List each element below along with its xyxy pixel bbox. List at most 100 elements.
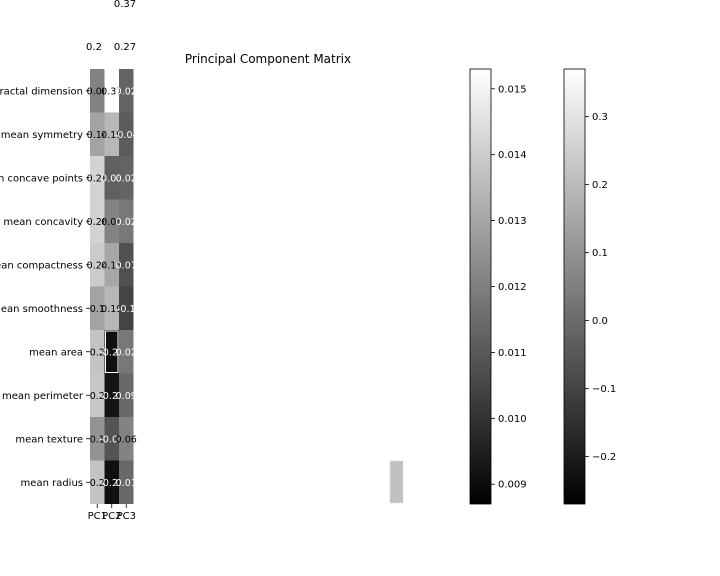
cell-value-label: 0.1 [90, 434, 105, 445]
colorbar-tick-label: 0.014 [498, 150, 527, 161]
heatmap-cell [119, 156, 134, 200]
row-label: mean concavity [3, 217, 83, 228]
chart-title: Principal Component Matrix [185, 52, 351, 66]
row-label: mean perimeter [2, 391, 84, 402]
heatmap-cell [119, 330, 134, 374]
row-label: n concave points [0, 173, 83, 184]
heatmap-cell [90, 286, 105, 330]
cell-value-label: 0.14 [87, 130, 108, 141]
colorbar-rect [563, 68, 586, 505]
heatmap-cell [119, 460, 134, 504]
row-label: mean smoothness [0, 304, 83, 315]
top-label: 0.27 [114, 42, 136, 53]
heatmap-cell [104, 286, 119, 330]
column-label: PC1 [88, 511, 107, 522]
heatmap-cell [104, 112, 119, 156]
heatmap-cell [90, 199, 105, 243]
cell-value-label: 0.2 [90, 347, 105, 358]
cell-value-label: -0.06 [99, 434, 124, 445]
colorbar-rect [469, 68, 492, 505]
heatmap-cell [104, 156, 119, 200]
cell-value-label: -0.04 [114, 130, 139, 141]
colorbar-tick-label: 0.3 [592, 112, 608, 123]
row-label: mean compactness [0, 260, 83, 271]
heatmap-cell [104, 243, 119, 287]
colorbar-tick-label: −0.1 [592, 384, 616, 395]
cell-value-label: 0.24 [87, 260, 108, 271]
cell-value-label: 0.07 [116, 260, 137, 271]
cell-value-label: -0.22 [99, 391, 124, 402]
cell-value-label: 0.02 [116, 173, 137, 184]
top-extra-label: 0.37 [114, 0, 136, 10]
cell-value-label: -0.1 [117, 304, 136, 315]
heatmap-cell [104, 330, 119, 374]
cell-value-label: 0.2 [90, 391, 105, 402]
heatmap-cells: 0.060.370.020.140.19-0.040.260.030.020.2… [87, 69, 139, 504]
cell-value-label: 0.03 [101, 173, 122, 184]
cell-value-label: 0.06 [87, 86, 108, 97]
row-label: mean radius [21, 478, 83, 489]
heatmap-cell [119, 417, 134, 461]
cell-value-label: 0.06 [101, 217, 122, 228]
heatmap-cell [119, 112, 134, 156]
colorbar-tick-label: −0.2 [592, 452, 616, 463]
heatmap-cell [119, 286, 134, 330]
colorbar-tick-label: 0.012 [498, 282, 527, 293]
heatmap-cell [90, 156, 105, 200]
heatmap-cell [90, 373, 105, 417]
row-label: mean area [29, 347, 83, 358]
colorbar-tick-label: 0.2 [592, 180, 608, 191]
heatmap-cell [104, 69, 119, 113]
row-label: ractal dimension [0, 86, 83, 97]
column-label: PC3 [117, 511, 136, 522]
heatmap-cell [90, 69, 105, 113]
top-label: 0.2 [86, 42, 102, 53]
heatmap-cell [90, 417, 105, 461]
heatmap-cell [119, 69, 134, 113]
colorbar-tick-label: 0.010 [498, 414, 527, 425]
heatmap-cell [90, 112, 105, 156]
top-labels: 0.2 0.27 0.37 [86, 0, 136, 53]
colorbar-tick-label: 0.1 [592, 248, 608, 259]
colorbar-tick-label: 0.009 [498, 480, 527, 491]
heatmap-cell [104, 460, 119, 504]
heatmap-cell [104, 199, 119, 243]
heatmap-cell [119, 199, 134, 243]
cell-value-label: 0.02 [116, 347, 137, 358]
heatmap-cell [119, 243, 134, 287]
cell-value-label: 0.26 [87, 217, 108, 228]
highlight-cell-outline [105, 330, 119, 373]
heatmap-cell [90, 460, 105, 504]
cell-value-label: 0.26 [87, 173, 108, 184]
cell-value-label: -0.23 [99, 478, 124, 489]
row-label: mean symmetry [1, 130, 83, 141]
row-labels: ractal dimension mean symmetry n concave p… [0, 86, 90, 489]
cell-value-label: -0.23 [99, 347, 124, 358]
cell-value-label: 0.01 [116, 478, 137, 489]
extra-cell [389, 460, 404, 504]
heatmap-cell [104, 417, 119, 461]
cell-value-label: 0.02 [116, 86, 137, 97]
cell-value-label: 0.06 [116, 434, 137, 445]
colorbar-tick-label: 0.0 [592, 316, 608, 327]
colorbar-tick-label: 0.013 [498, 216, 527, 227]
heatmap-cell [90, 330, 105, 374]
secondary-colorbar: 0.015 0.014 0.013 0.012 0.011 0.010 0.009 [469, 68, 527, 505]
colorbar-tick-label: 0.015 [498, 84, 527, 95]
cell-value-label: 0.19 [101, 130, 122, 141]
heatmap-cell [119, 373, 134, 417]
colorbar-tick-label: 0.011 [498, 348, 527, 359]
cell-value-label: 0.15 [101, 260, 122, 271]
cell-value-label: 0.37 [101, 86, 122, 97]
heatmap-cell [104, 373, 119, 417]
heatmap-cell [90, 243, 105, 287]
cell-value-label: 0.09 [116, 391, 137, 402]
cell-value-label: 0.1 [90, 304, 105, 315]
cell-value-label: 0.02 [116, 217, 137, 228]
main-colorbar: 0.3 0.2 0.1 0.0 −0.1 −0.2 [563, 68, 616, 505]
extra-cell-rect [389, 460, 404, 504]
row-label: mean texture [15, 434, 83, 445]
cell-value-label: 0.19 [101, 304, 122, 315]
